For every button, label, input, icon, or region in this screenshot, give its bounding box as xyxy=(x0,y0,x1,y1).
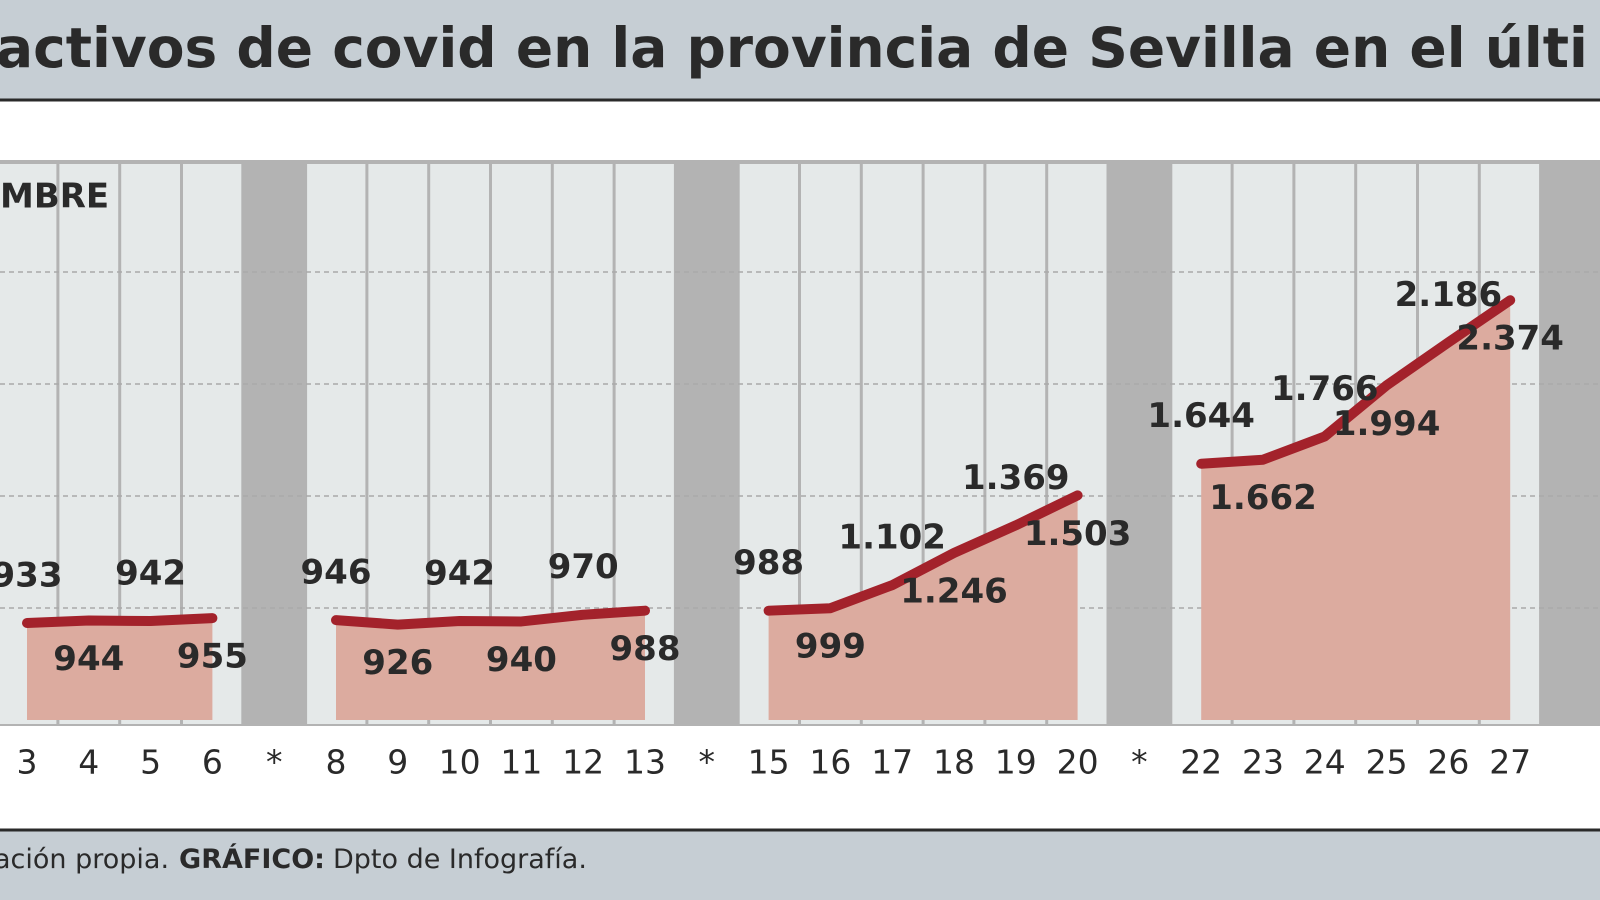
x-tick-label: 16 xyxy=(809,743,851,782)
x-tick-label: 15 xyxy=(748,743,790,782)
value-label: 1.369 xyxy=(962,458,1070,498)
value-label: 955 xyxy=(177,637,248,677)
value-label: 1.766 xyxy=(1271,369,1379,409)
x-tick-label: 22 xyxy=(1180,743,1222,782)
x-tick-label: 6 xyxy=(202,743,223,782)
value-label: 942 xyxy=(424,553,495,593)
line xyxy=(22,295,1516,630)
x-tick-label: * xyxy=(1131,743,1148,782)
x-tick-label: 10 xyxy=(439,743,481,782)
x-tick-label: 23 xyxy=(1242,743,1284,782)
value-label: 940 xyxy=(486,640,557,680)
x-tick-label: 9 xyxy=(387,743,408,782)
plot: 9339449429559469269429409709889889991.10… xyxy=(0,271,1600,782)
value-label: 988 xyxy=(733,543,804,583)
value-label: 933 xyxy=(0,556,62,596)
value-label: 1.994 xyxy=(1333,404,1441,444)
value-label: 999 xyxy=(795,627,866,667)
value-label: 988 xyxy=(610,629,681,669)
x-tick-label: 3 xyxy=(17,743,38,782)
x-tick-label: 27 xyxy=(1489,743,1531,782)
area xyxy=(27,618,213,720)
value-label: 1.246 xyxy=(900,571,1008,611)
value-label: 1.102 xyxy=(838,518,946,558)
x-tick-label: 17 xyxy=(871,743,913,782)
area xyxy=(1201,300,1511,720)
x-tick-label: 4 xyxy=(78,743,99,782)
chart-title: activos de covid en la provincia de Sevi… xyxy=(0,16,1588,80)
credit: Dpto de Infografía. xyxy=(333,844,587,875)
x-tick-label: 19 xyxy=(995,743,1037,782)
x-tick-label: * xyxy=(699,743,716,782)
x-tick-label: 20 xyxy=(1057,743,1099,782)
x-tick-label: 5 xyxy=(140,743,161,782)
x-tick-label: 8 xyxy=(326,743,347,782)
footer: ación propia. GRÁFICO: Dpto de Infografía. xyxy=(0,843,587,875)
x-tick-label: 24 xyxy=(1304,743,1346,782)
x-tick-label: 13 xyxy=(624,743,666,782)
period-label: MBRE xyxy=(0,177,109,217)
value-label: 1.644 xyxy=(1147,396,1255,436)
value-label: 944 xyxy=(53,639,124,679)
credit-label: GRÁFICO: xyxy=(179,843,325,875)
x-tick-label: 26 xyxy=(1427,743,1469,782)
value-label: 2.186 xyxy=(1395,275,1503,315)
x-tick-label: 18 xyxy=(933,743,975,782)
x-tick-label: * xyxy=(266,743,283,782)
value-label: 926 xyxy=(362,643,433,683)
area xyxy=(336,610,645,720)
source: ación propia. xyxy=(0,844,169,875)
value-label: 1.503 xyxy=(1024,514,1132,554)
value-label: 942 xyxy=(115,553,186,593)
x-tick-label: 12 xyxy=(562,743,604,782)
value-label: 2.374 xyxy=(1456,319,1564,359)
title-bar xyxy=(0,0,1600,100)
value-label: 946 xyxy=(301,553,372,593)
footer-bar xyxy=(0,830,1600,900)
value-label: 1.662 xyxy=(1209,478,1317,518)
x-tick-label: 11 xyxy=(500,743,542,782)
area xyxy=(768,495,1078,720)
value-label: 970 xyxy=(548,547,619,587)
x-tick-label: 25 xyxy=(1366,743,1408,782)
